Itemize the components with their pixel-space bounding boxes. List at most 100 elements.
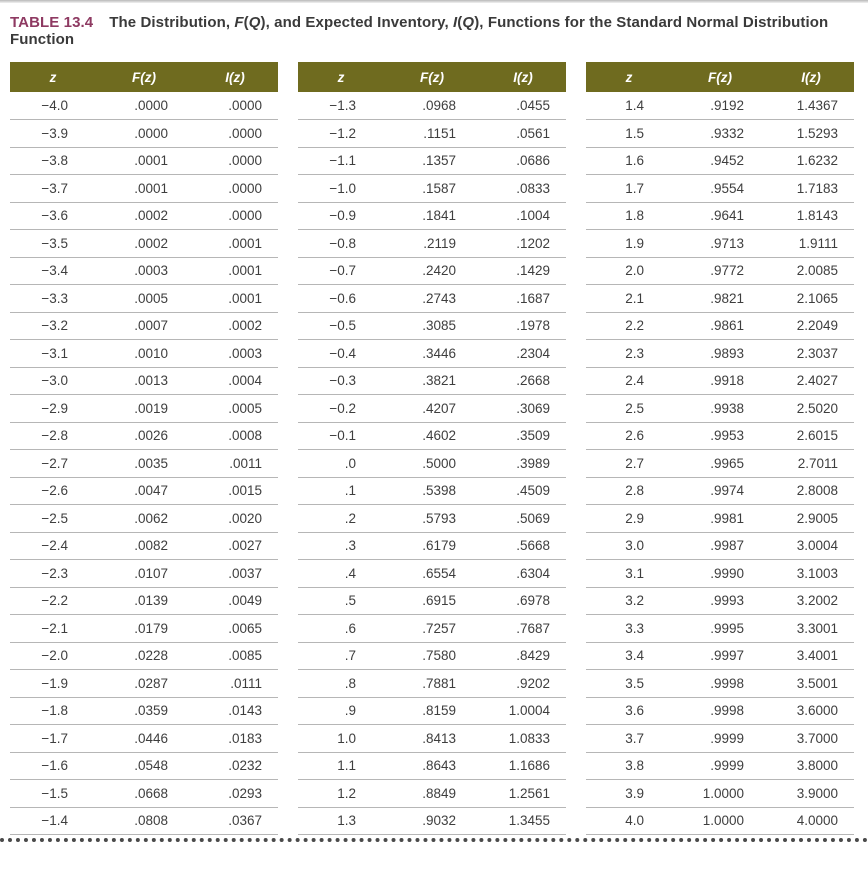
table-cell: .5668 bbox=[480, 532, 566, 560]
table-cell: .0000 bbox=[192, 202, 278, 230]
table-row: −0.1.4602.3509 bbox=[298, 422, 566, 450]
table-row: −2.5.0062.0020 bbox=[10, 504, 278, 533]
table-cell: .9202 bbox=[480, 669, 566, 698]
table-cell: −1.0 bbox=[298, 174, 384, 203]
table-cell: .7881 bbox=[384, 669, 480, 698]
table-row: .0.5000.3989 bbox=[298, 449, 566, 478]
table-row: 1.0.8413 1.0833 bbox=[298, 724, 566, 753]
table-cell: .1 bbox=[298, 477, 384, 505]
table-row: 1.9.9713 1.9111 bbox=[586, 229, 854, 258]
table-cell: 1.4367 bbox=[768, 92, 854, 120]
table-cell: 1.4 bbox=[586, 92, 672, 120]
table-cell: .4 bbox=[298, 559, 384, 588]
table-cell: 2.4027 bbox=[768, 367, 854, 395]
table-cell: .9987 bbox=[672, 532, 768, 560]
table-cell: 2.8008 bbox=[768, 477, 854, 505]
table-cell: .9990 bbox=[672, 559, 768, 588]
column-header: F(z) bbox=[96, 62, 192, 92]
table-row: −2.2.0139.0049 bbox=[10, 587, 278, 615]
table-cell: .8413 bbox=[384, 724, 480, 753]
table-cell: .9192 bbox=[672, 92, 768, 120]
table-cell: .9772 bbox=[672, 257, 768, 285]
table-cell: .9997 bbox=[672, 642, 768, 670]
table-cell: 1.0000 bbox=[672, 807, 768, 835]
table-cell: .0000 bbox=[192, 147, 278, 175]
table-row: −3.6.0002.0000 bbox=[10, 202, 278, 230]
table-cell: 3.6000 bbox=[768, 697, 854, 725]
table-row: 3.3.9995 3.3001 bbox=[586, 614, 854, 643]
table-row: 1.3.9032 1.3455 bbox=[298, 807, 566, 835]
table-row: −1.3.0968.0455 bbox=[298, 92, 566, 120]
table-cell: .0548 bbox=[96, 752, 192, 780]
table-cell: −0.8 bbox=[298, 229, 384, 258]
table-cell: −1.4 bbox=[10, 807, 96, 835]
table-row: 1.6.9452 1.6232 bbox=[586, 147, 854, 175]
table-row: −3.8.0001.0000 bbox=[10, 147, 278, 175]
table-cell: .2304 bbox=[480, 339, 566, 368]
table-cell: .9821 bbox=[672, 284, 768, 313]
table-cell: 1.1686 bbox=[480, 752, 566, 780]
table-cell: .5 bbox=[298, 587, 384, 615]
table-cell: .0561 bbox=[480, 119, 566, 148]
table-cell: −3.4 bbox=[10, 257, 96, 285]
table-cell: .0015 bbox=[192, 477, 278, 505]
table-cell: .9032 bbox=[384, 807, 480, 835]
table-cell: .3989 bbox=[480, 449, 566, 478]
table-row: −3.2.0007.0002 bbox=[10, 312, 278, 340]
table-cell: 3.4 bbox=[586, 642, 672, 670]
table-cell: .0833 bbox=[480, 174, 566, 203]
table-cell: .0019 bbox=[96, 394, 192, 423]
table-row: −2.4.0082.0027 bbox=[10, 532, 278, 560]
table-row: .8.7881.9202 bbox=[298, 669, 566, 698]
table-cell: .9999 bbox=[672, 752, 768, 780]
table-cell: 1.3 bbox=[298, 807, 384, 835]
table-cell: 2.6015 bbox=[768, 422, 854, 450]
table-cell: .1357 bbox=[384, 147, 480, 175]
table-row: −3.1.0010.0003 bbox=[10, 339, 278, 368]
table-cell: −1.2 bbox=[298, 119, 384, 148]
table-row: .4.6554.6304 bbox=[298, 559, 566, 588]
table-cell: .0001 bbox=[96, 174, 192, 203]
table-cell: .0686 bbox=[480, 147, 566, 175]
table-cell: 2.0085 bbox=[768, 257, 854, 285]
table-cell: .5069 bbox=[480, 504, 566, 533]
table-row: 2.3.9893 2.3037 bbox=[586, 339, 854, 368]
table-cell: −4.0 bbox=[10, 92, 96, 120]
table-cell: 3.3 bbox=[586, 614, 672, 643]
table-cell: .2119 bbox=[384, 229, 480, 258]
table-cell: .0107 bbox=[96, 559, 192, 588]
table-cell: 1.7 bbox=[586, 174, 672, 203]
table-cell: 3.2002 bbox=[768, 587, 854, 615]
column-header: z bbox=[10, 62, 96, 92]
table-cell: .0446 bbox=[96, 724, 192, 753]
table-row: −4.0.0000.0000 bbox=[10, 92, 278, 120]
table-cell: 3.9000 bbox=[768, 779, 854, 808]
table-cell: 1.0000 bbox=[672, 779, 768, 808]
table-cell: .0232 bbox=[192, 752, 278, 780]
table-row: −0.6.2743.1687 bbox=[298, 284, 566, 313]
table-row: −3.7.0001.0000 bbox=[10, 174, 278, 203]
table-cell: .3446 bbox=[384, 339, 480, 368]
table-cell: .4207 bbox=[384, 394, 480, 423]
table-row: .3.6179.5668 bbox=[298, 532, 566, 560]
table-cell: 2.3037 bbox=[768, 339, 854, 368]
table-cell: −3.6 bbox=[10, 202, 96, 230]
table-cell: .3 bbox=[298, 532, 384, 560]
table-row: 3.9 1.0000 3.9000 bbox=[586, 779, 854, 808]
table-cell: −0.4 bbox=[298, 339, 384, 368]
table-cell: 2.5 bbox=[586, 394, 672, 423]
table-cell: .9861 bbox=[672, 312, 768, 340]
table-cell: −3.8 bbox=[10, 147, 96, 175]
table-cell: .2420 bbox=[384, 257, 480, 285]
table-cell: .8849 bbox=[384, 779, 480, 808]
table-cell: 3.7 bbox=[586, 724, 672, 753]
table-cell: .0001 bbox=[192, 284, 278, 313]
table-cell: .0010 bbox=[96, 339, 192, 368]
table-row: −2.1.0179.0065 bbox=[10, 614, 278, 643]
table-row: −1.2.1151.0561 bbox=[298, 119, 566, 148]
dotted-bottom-border bbox=[0, 838, 868, 842]
table-cell: .0968 bbox=[384, 92, 480, 120]
table-cell: .5398 bbox=[384, 477, 480, 505]
table-cell: .0 bbox=[298, 449, 384, 478]
table-cell: −2.0 bbox=[10, 642, 96, 670]
